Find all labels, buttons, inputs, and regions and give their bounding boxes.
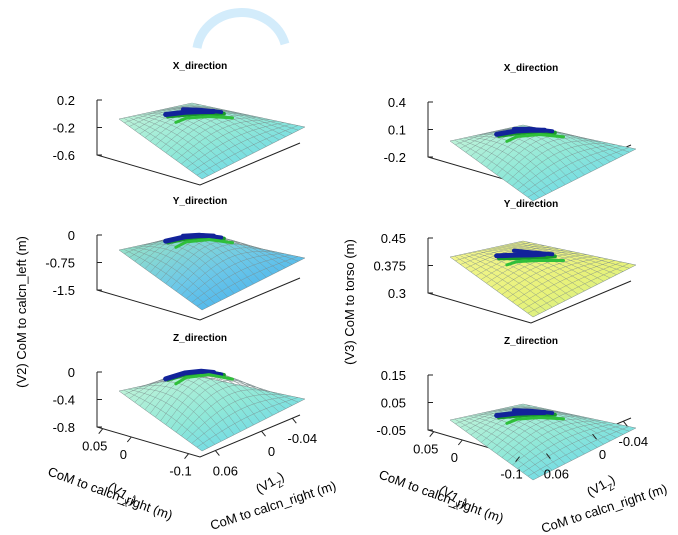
x-axis-var-close: ) — [128, 493, 140, 508]
trajectory — [174, 238, 234, 249]
z-tick-label: -0.75 — [45, 256, 75, 271]
trajectory — [505, 258, 565, 267]
z-tick-label: -0.6 — [53, 148, 75, 163]
x-tick-label: 0.05 — [413, 442, 438, 457]
y-tick-label: 0.06 — [213, 464, 238, 479]
surface — [449, 403, 637, 481]
x-tick — [98, 428, 104, 434]
z-tick-label: 0 — [68, 365, 75, 380]
panel-title: Z_direction — [504, 336, 558, 347]
x-axis-var-sub: X — [451, 500, 461, 512]
z-tick-label: -0.8 — [53, 420, 75, 435]
y-axis-var-base: (V1 — [584, 476, 609, 499]
x-axis-label: CoM to calcn_right (m) — [46, 464, 175, 523]
surface — [118, 374, 306, 452]
y-tick-label: 0 — [268, 444, 275, 459]
y-tick-label: -0.04 — [618, 434, 648, 449]
z-tick-label: 0.05 — [381, 396, 406, 411]
z-axis-label: (V3) CoM to torso (m) — [342, 239, 357, 365]
z-tick-label: 0.15 — [381, 368, 406, 383]
y-tick — [545, 453, 551, 459]
trajectory — [505, 415, 565, 425]
trajectory — [181, 107, 224, 115]
y-tick-label: 0.06 — [544, 467, 569, 482]
panel-title: X_direction — [173, 61, 227, 72]
panel-title: Z_direction — [173, 333, 227, 344]
x-tick — [184, 453, 189, 459]
y-tick-label: 0 — [599, 447, 606, 462]
z-tick-label: 0.375 — [373, 259, 406, 274]
z-axis-label: (V2) CoM to calcn_left (m) — [14, 236, 29, 388]
surface — [118, 233, 306, 311]
z-tick-label: -0.4 — [53, 393, 75, 408]
z-tick-label: -0.05 — [376, 423, 406, 438]
y-tick — [214, 450, 220, 456]
y-tick-label: -0.04 — [287, 431, 317, 446]
trajectory — [512, 126, 555, 134]
trajectory — [174, 114, 234, 124]
trajectory — [181, 232, 224, 240]
z-tick-label: -0.2 — [384, 150, 406, 165]
x-tick-label: 0 — [451, 450, 458, 465]
trajectory — [505, 133, 565, 143]
trajectory — [512, 248, 555, 257]
y-axis-var-base: (V1 — [253, 473, 278, 496]
x-tick — [515, 456, 520, 462]
trajectory — [496, 254, 557, 261]
x-tick-label: 0 — [120, 447, 127, 462]
z-tick-label: 0.1 — [388, 123, 406, 138]
x-axis-var-sub: X — [120, 497, 130, 509]
trajectory — [512, 408, 555, 416]
z-tick-label: 0.3 — [388, 286, 406, 301]
x-axis-var-close: ) — [459, 496, 471, 511]
panel-title: X_direction — [504, 63, 558, 74]
y-axis-var-sub: Z — [275, 478, 285, 490]
decor-arc — [192, 8, 290, 49]
z-tick-label: 0.4 — [388, 95, 406, 110]
x-tick-label: -0.1 — [169, 464, 191, 479]
y-tick — [291, 417, 297, 424]
z-tick-label: 0 — [68, 228, 75, 243]
y-axis-var-sub: Z — [606, 481, 616, 493]
x-tick-label: 0.05 — [82, 439, 107, 454]
z-tick-label: 0.2 — [57, 93, 75, 108]
surface — [118, 102, 306, 180]
panel-title: Y_direction — [504, 199, 558, 210]
y-tick — [261, 430, 266, 437]
y-tick — [622, 420, 628, 427]
panel-title: Y_direction — [173, 196, 227, 207]
z-tick-label: -0.2 — [53, 121, 75, 136]
z-tick-label: 0.45 — [381, 231, 406, 246]
x-tick — [429, 431, 435, 437]
x-tick-label: -0.1 — [500, 467, 522, 482]
y-axis-var-close: ) — [606, 472, 617, 487]
trajectory — [181, 369, 224, 377]
x-tick — [457, 439, 463, 446]
trajectory — [174, 373, 234, 386]
x-axis-label: CoM to calcn_right (m) — [377, 467, 506, 526]
y-tick — [592, 433, 597, 440]
z-tick-label: -1.5 — [53, 283, 75, 298]
x-tick — [126, 436, 132, 443]
y-axis-var-close: ) — [275, 469, 286, 484]
